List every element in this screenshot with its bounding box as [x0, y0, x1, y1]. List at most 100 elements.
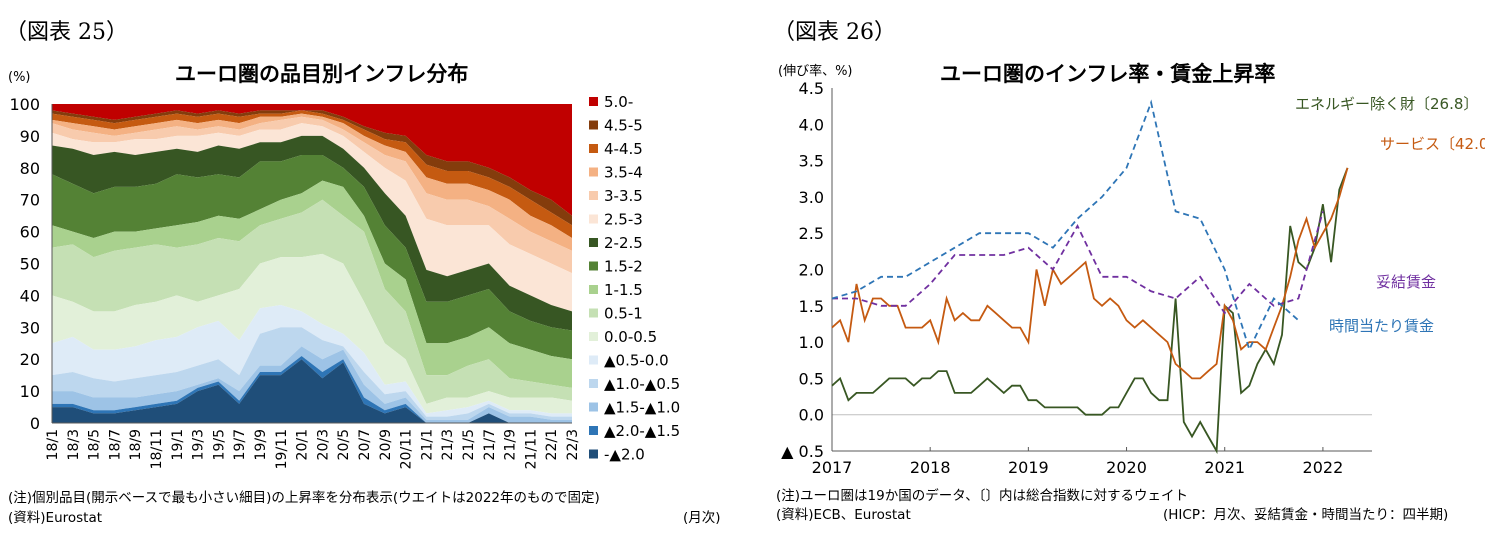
x-tick-label: 19/11	[274, 429, 290, 469]
legend-swatch	[589, 144, 598, 153]
x-tick-label: 2020	[1106, 458, 1147, 477]
x-tick-label: 18/11	[149, 429, 165, 469]
y-tick-label: 4.5	[799, 79, 824, 98]
x-tick-label: 21/9	[503, 429, 519, 460]
legend-label: 3.5-4	[604, 164, 643, 182]
x-tick-label: 20/3	[315, 429, 331, 460]
legend-label: ▲0.5-0.0	[604, 352, 669, 370]
series-label: 時間当たり賃金	[1329, 317, 1434, 335]
area-band-8	[52, 155, 572, 360]
y-tick-label: 20	[20, 350, 40, 369]
legend-label: ▲1.5-▲1.0	[604, 399, 680, 417]
legend-label: ▲1.0-▲0.5	[604, 375, 680, 393]
right-source: (資料)ECB、Eurostat	[776, 507, 911, 523]
x-tick-label: 21/5	[461, 429, 477, 460]
left-note: (注)個別品目(開示ベースで最も小さい細目)の上昇率を分布表示(ウエイトは202…	[8, 490, 600, 506]
y-tick-label: 0	[30, 414, 40, 433]
legend-label: 2.5-3	[604, 211, 643, 229]
legend-label: 0.0-0.5	[604, 328, 657, 346]
x-tick-label: 19/3	[191, 429, 207, 460]
y-tick-label: 10	[20, 382, 40, 401]
legend-swatch	[589, 355, 598, 365]
area-band-3	[52, 327, 572, 420]
x-tick-label: 20/5	[336, 429, 352, 460]
legend-label: 1.5-2	[604, 258, 643, 276]
x-tick-label: 20/7	[357, 429, 373, 460]
legend-swatch	[589, 449, 598, 459]
series-line-1	[831, 167, 1349, 380]
y-tick-label: 100	[9, 95, 40, 114]
legend-label: ▲2.0-▲1.5	[604, 422, 680, 440]
series-label: サービス〔42.0〕	[1380, 135, 1485, 153]
legend-swatch	[589, 426, 598, 435]
y-tick-label: 2.5	[799, 224, 824, 243]
y-tick-label: 50	[20, 255, 40, 274]
y-tick-label: 90	[20, 127, 40, 146]
legend-swatch	[589, 285, 598, 294]
right-unit-label: (伸び率、%)	[778, 64, 853, 79]
series-label: 妥結賃金	[1376, 273, 1436, 291]
x-tick-label: 18/1	[45, 429, 61, 460]
area-band-4	[52, 305, 572, 417]
area-band-13	[52, 110, 572, 238]
area-band-2	[52, 346, 572, 423]
left-unit-label: (%)	[8, 70, 31, 85]
y-tick-label: 30	[20, 318, 40, 337]
left-source: (資料)Eurostat	[8, 510, 103, 526]
y-tick-label: 60	[20, 223, 40, 242]
area-band-9	[52, 135, 572, 331]
legend-swatch	[589, 120, 598, 130]
x-tick-label: 19/5	[211, 429, 227, 460]
legend-swatch	[589, 308, 598, 318]
left-chart-title: ユーロ圏の品目別インフレ分布	[175, 62, 469, 86]
left-frequency: (月次)	[683, 510, 721, 526]
x-tick-label: 20/1	[295, 429, 311, 460]
x-tick-label: 18/5	[87, 429, 103, 460]
y-tick-label: 2.0	[799, 261, 824, 280]
x-tick-label: 21/7	[482, 429, 498, 460]
series-line-3	[831, 99, 1299, 352]
legend-label: 2-2.5	[604, 234, 643, 252]
left-figure-label: （図表 25）	[5, 20, 128, 45]
right-frequency: (HICP：月次、妥結賃金・時間当たり：四半期)	[1163, 507, 1449, 523]
legend-swatch	[589, 238, 598, 247]
area-band-6	[52, 199, 572, 404]
y-tick-label: 0.5	[799, 369, 824, 388]
x-tick-label: 19/7	[232, 429, 248, 460]
area-band-14	[52, 110, 572, 226]
legend-label: 3-3.5	[604, 187, 643, 205]
legend-swatch	[589, 402, 598, 412]
area-band-7	[52, 180, 572, 388]
legend-swatch	[589, 261, 598, 271]
area-band-10	[52, 123, 572, 312]
legend-label: 0.5-1	[604, 305, 643, 323]
y-tick-label: 0.0	[799, 406, 824, 425]
legend-swatch	[589, 379, 598, 388]
legend-label: 4-4.5	[604, 140, 643, 158]
x-tick-label: 19/9	[253, 429, 269, 460]
x-tick-label: 2022	[1303, 458, 1344, 477]
x-tick-label: 18/9	[128, 429, 144, 460]
y-tick-label: 1.0	[799, 333, 824, 352]
left-chart: 0 10 20 30 40 50 60 70 80 90 100 18/1 18/3 18/5 18/7 18…	[9, 93, 680, 469]
legend-label: 4.5-5	[604, 117, 643, 135]
right-chart: ▲ 0.5 0.0 0.5 1.0 1.5 2.0 2.5 3.0 3.5 4.0 4.5 2017 2…	[781, 79, 1485, 477]
x-tick-label: 2018	[910, 458, 951, 477]
x-tick-label: 21/11	[523, 429, 539, 469]
legend-label: -▲2.0	[604, 446, 645, 464]
y-tick-label: 4.0	[799, 115, 824, 134]
area-band-15	[52, 104, 572, 216]
legend-label: 5.0-	[604, 93, 633, 111]
x-tick-label: 20/11	[399, 429, 415, 469]
right-figure-label: （図表 26）	[773, 20, 896, 45]
y-tick-label: 3.0	[799, 188, 824, 207]
legend-label: 1-1.5	[604, 281, 643, 299]
x-tick-label: 2017	[812, 458, 853, 477]
y-tick-label: 80	[20, 159, 40, 178]
x-tick-label: 2021	[1204, 458, 1245, 477]
x-tick-label: 22/1	[544, 429, 560, 460]
x-tick-label: 19/1	[170, 429, 186, 460]
x-tick-label: 2019	[1008, 458, 1049, 477]
x-tick-label: 22/3	[565, 429, 581, 460]
x-tick-label: 18/3	[66, 429, 82, 460]
